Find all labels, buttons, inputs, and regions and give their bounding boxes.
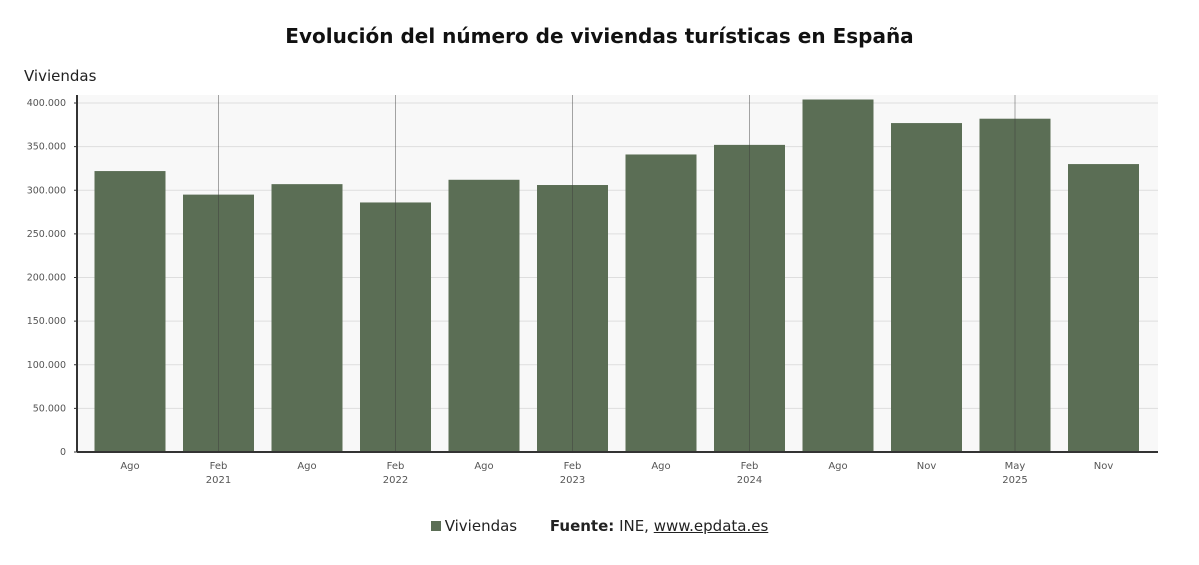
y-tick-label: 250.000 <box>27 229 66 240</box>
x-tick-label: Ago <box>120 461 139 472</box>
x-tick-label: Ago <box>474 461 493 472</box>
year-label: 2025 <box>1002 475 1027 486</box>
bar <box>183 194 254 453</box>
year-label: 2023 <box>560 475 585 486</box>
bar <box>625 154 697 453</box>
y-tick-label: 200.000 <box>27 273 66 284</box>
bar <box>802 99 874 452</box>
bar <box>448 179 520 452</box>
x-tick-label: Ago <box>297 461 316 472</box>
y-tick-label: 150.000 <box>27 316 66 327</box>
year-label: 2024 <box>737 475 762 486</box>
x-tick-label: Nov <box>917 461 937 472</box>
legend: Viviendas Fuente: INE, www.epdata.es <box>0 517 1199 535</box>
x-tick-label: Ago <box>828 461 847 472</box>
legend-label: Viviendas <box>444 517 518 535</box>
plot-area <box>77 95 1158 452</box>
bar <box>271 184 343 452</box>
y-tick-label: 300.000 <box>27 185 66 196</box>
y-axis-label: Viviendas <box>24 67 97 85</box>
x-tick-label: Feb <box>741 461 759 472</box>
source-text: INE, <box>619 517 654 535</box>
y-tick-label: 350.000 <box>27 142 66 153</box>
bar <box>714 144 785 452</box>
x-tick-label: Ago <box>651 461 670 472</box>
x-tick-label: Nov <box>1094 461 1114 472</box>
year-label: 2021 <box>206 475 231 486</box>
y-tick-label: 100.000 <box>27 360 66 371</box>
x-tick-label: May <box>1005 461 1026 472</box>
y-tick-label: 400.000 <box>27 98 66 109</box>
y-tick-label: 50.000 <box>33 403 66 414</box>
bar <box>537 185 608 452</box>
source-link[interactable]: www.epdata.es <box>653 517 769 535</box>
legend-swatch <box>430 521 441 531</box>
bar <box>360 202 431 452</box>
year-label: 2022 <box>383 475 408 486</box>
x-tick-label: Feb <box>387 461 405 472</box>
source: Fuente: INE, www.epdata.es <box>550 517 768 535</box>
bar <box>94 171 166 452</box>
bar <box>891 123 962 452</box>
bar <box>1068 164 1139 452</box>
source-label: Fuente: <box>549 517 615 535</box>
y-tick-label: 0 <box>60 447 66 458</box>
x-tick-label: Feb <box>210 461 228 472</box>
bar <box>979 118 1051 452</box>
x-tick-label: Feb <box>564 461 582 472</box>
chart-title: Evolución del número de viviendas turíst… <box>285 24 914 48</box>
